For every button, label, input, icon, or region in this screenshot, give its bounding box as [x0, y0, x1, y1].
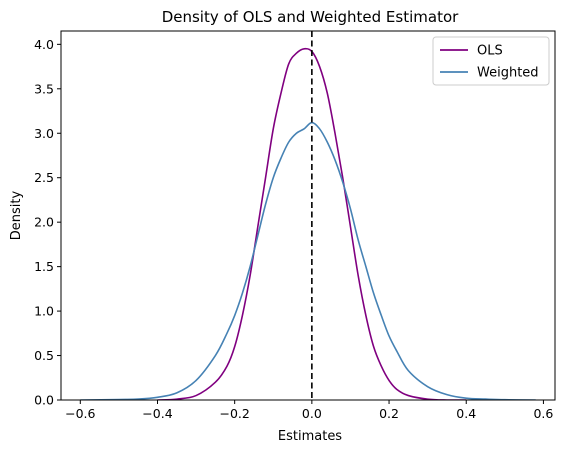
x-axis-label: Estimates [278, 429, 342, 444]
y-axis: 0.0 0.5 1.0 1.5 2.0 2.5 3.0 3.5 4.0 [34, 37, 61, 408]
x-tick-label: −0.4 [142, 406, 172, 421]
legend-frame [432, 36, 550, 86]
y-axis-label: Density [9, 190, 24, 240]
y-tick-label: 3.5 [34, 81, 54, 96]
x-tick-label: 0.2 [379, 406, 399, 421]
y-tick-label: 0.5 [34, 348, 54, 363]
y-tick-label: 2.0 [34, 215, 54, 230]
x-tick-label: −0.2 [219, 406, 249, 421]
legend-label-weighted: Weighted [477, 66, 539, 81]
x-axis: −0.6 −0.4 −0.2 0.0 0.2 0.4 0.6 [65, 400, 553, 421]
y-tick-label: 1.5 [34, 259, 54, 274]
y-tick-label: 0.0 [34, 393, 54, 408]
plot-area [80, 31, 536, 400]
y-tick-label: 1.0 [34, 304, 54, 319]
y-tick-label: 4.0 [34, 37, 54, 52]
plot-frame [60, 30, 556, 401]
x-tick-label: 0.4 [456, 406, 476, 421]
legend: OLS Weighted [432, 36, 550, 86]
chart-title: Density of OLS and Weighted Estimator [162, 8, 459, 26]
legend-label-ols: OLS [477, 44, 503, 59]
x-tick-label: −0.6 [65, 406, 95, 421]
series-line-weighted [80, 121, 536, 400]
x-tick-label: 0.6 [533, 406, 553, 421]
x-tick-label: 0.0 [302, 406, 322, 421]
y-tick-label: 3.0 [34, 126, 54, 141]
y-tick-label: 2.5 [34, 170, 54, 185]
